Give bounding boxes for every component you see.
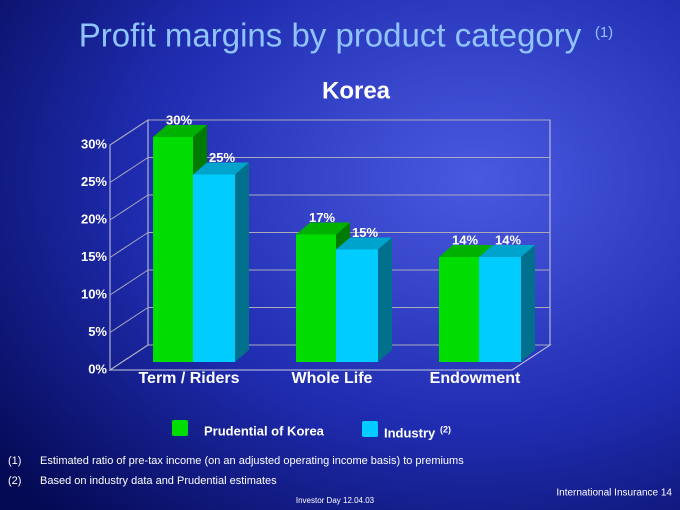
footer-section: International Insurance 14 [556, 488, 672, 499]
footnote-marker: (2) [8, 475, 21, 487]
title-note: (1) [595, 24, 613, 41]
slide-title: Profit margins by product category [79, 17, 582, 54]
bar [479, 257, 521, 362]
bar [153, 137, 193, 362]
grid-line [109, 232, 149, 258]
y-tick-label: 0% [88, 361, 107, 376]
footnote-marker: (1) [8, 455, 21, 467]
grid-line [109, 157, 149, 183]
y-tick-label: 20% [81, 211, 107, 226]
x-tick-label: Endowment [430, 370, 521, 387]
y-tick-label: 25% [81, 174, 107, 189]
data-label: 14% [452, 232, 478, 247]
grid-line [109, 307, 149, 333]
x-tick-label: Term / Riders [138, 370, 239, 387]
bar-top [296, 222, 350, 235]
legend-label: Industry [384, 425, 436, 440]
bar-side [378, 237, 392, 362]
legend-swatch [362, 421, 378, 437]
bar [336, 249, 378, 362]
bar [193, 174, 235, 362]
legend-swatch [172, 420, 188, 436]
legend-label: Prudential of Korea [204, 423, 325, 438]
y-tick-label: 30% [81, 136, 107, 151]
x-tick-label: Whole Life [292, 370, 373, 387]
bar-top [193, 162, 249, 175]
data-label: 15% [352, 225, 378, 240]
data-label: 30% [166, 112, 192, 127]
data-label: 25% [209, 150, 235, 165]
footnote-text: Estimated ratio of pre-tax income (on an… [40, 455, 464, 467]
grid-line [109, 194, 149, 221]
bar-side [521, 245, 535, 362]
data-label: 14% [495, 232, 521, 247]
grid-line [109, 344, 149, 371]
legend-note: (2) [440, 424, 451, 434]
bar-side [235, 162, 249, 362]
bar [296, 234, 336, 362]
bar [439, 257, 479, 362]
grid-line [109, 119, 149, 146]
bar-top [153, 125, 207, 137]
bar-top [336, 237, 392, 250]
footer-event: Investor Day 12.04.03 [296, 496, 375, 505]
grid-line [109, 269, 149, 296]
footnote-text: Based on industry data and Prudential es… [40, 475, 277, 487]
data-label: 17% [309, 210, 335, 225]
bar-top [439, 245, 493, 257]
y-tick-label: 5% [88, 324, 107, 339]
chart-title: Korea [322, 77, 391, 104]
y-tick-label: 10% [81, 286, 107, 301]
bar-top [479, 245, 535, 257]
y-tick-label: 15% [81, 249, 107, 264]
